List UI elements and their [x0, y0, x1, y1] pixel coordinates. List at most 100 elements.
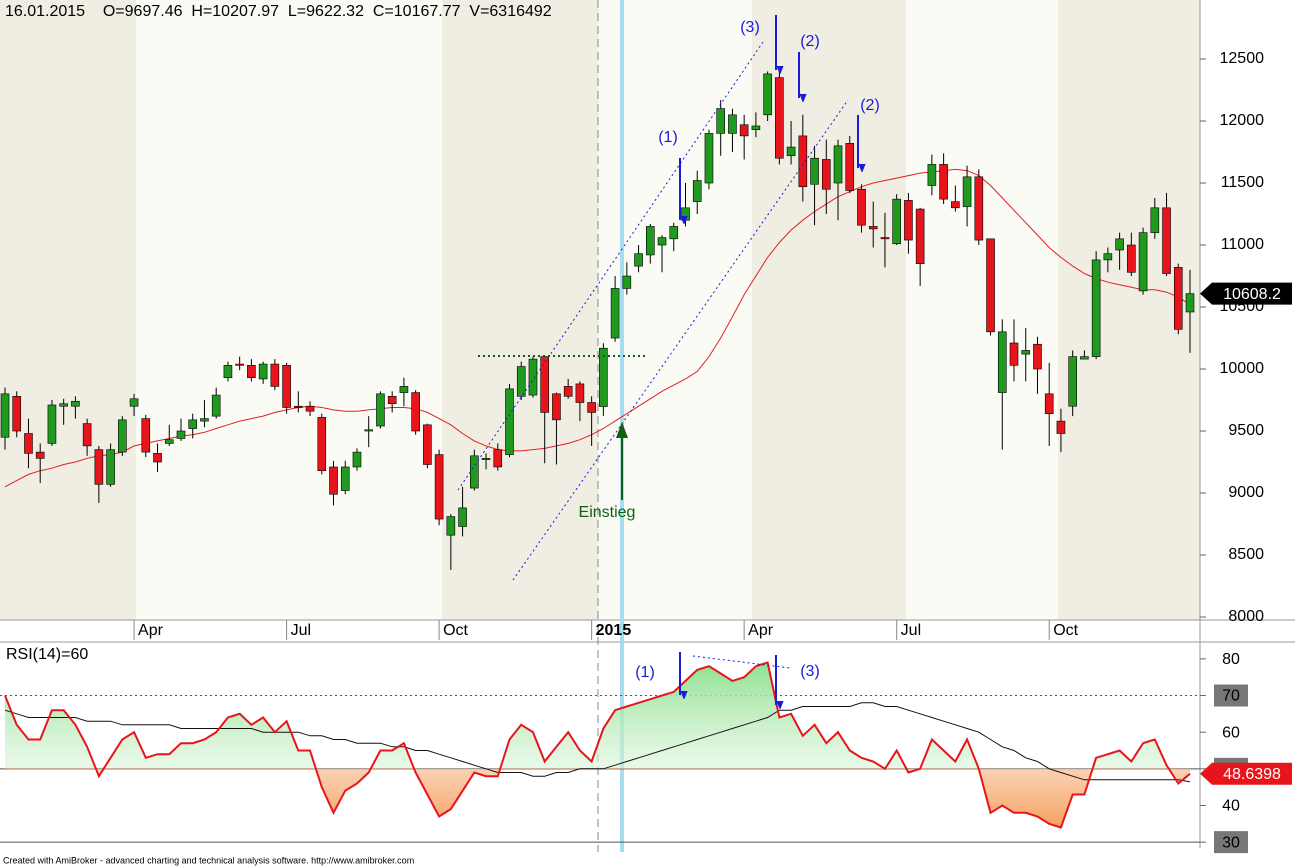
candle-body	[282, 365, 291, 408]
candle-body	[247, 365, 256, 379]
candle-body	[552, 393, 561, 421]
candle-body	[141, 418, 151, 453]
candle-body	[986, 238, 995, 333]
rsi-title: RSI(14)=60	[6, 646, 88, 663]
last-value-label: 10608.2	[1223, 286, 1281, 303]
candle-body	[880, 237, 890, 240]
candle-body	[458, 507, 467, 527]
candle-body	[563, 386, 573, 397]
candle-body	[505, 388, 514, 455]
candle-body	[587, 402, 596, 413]
candle-body	[1080, 356, 1089, 360]
candle-body	[833, 145, 843, 184]
candle-body	[974, 176, 984, 241]
moving-average	[4, 168, 1191, 488]
x-tick-label: 2015	[596, 622, 632, 639]
candle-body	[305, 405, 315, 412]
band	[0, 0, 136, 620]
y-tick-label: 60	[1222, 724, 1240, 741]
candle-body	[164, 439, 174, 444]
candle-body	[1068, 356, 1077, 407]
divergence-line	[692, 655, 791, 669]
candle-body	[1173, 267, 1183, 330]
annotation: (3)	[800, 663, 820, 680]
x-tick-label: Jul	[291, 622, 311, 639]
x-tick-label: Apr	[138, 622, 164, 639]
candle-body	[1162, 207, 1171, 274]
footer: Created with AmiBroker - advanced charti…	[3, 855, 414, 865]
y-tick-label: 10000	[1220, 360, 1265, 377]
price-layer: 8000850090009500100001050011000115001200…	[0, 50, 1292, 854]
x-tick-label: Oct	[1053, 622, 1078, 639]
annotation: Einstieg	[579, 504, 636, 521]
candle-body	[645, 226, 655, 256]
y-tick-label: 12500	[1220, 50, 1265, 67]
candle-body	[704, 133, 714, 184]
candle-body	[845, 143, 855, 191]
candle-body	[493, 449, 503, 468]
entry-arrow-head	[616, 422, 628, 438]
candle-body	[634, 253, 643, 267]
rsi-signal-line	[4, 702, 1191, 783]
candle-body	[317, 417, 327, 472]
band	[442, 0, 598, 620]
candle-body	[1056, 420, 1066, 434]
rsi-line	[4, 661, 1191, 829]
last-value-label: 48.6398	[1223, 766, 1281, 783]
candle-body	[575, 383, 585, 403]
candle-body	[657, 237, 667, 246]
annotation: (1)	[658, 129, 678, 146]
candle-body	[211, 394, 221, 417]
annotation: (2)	[860, 97, 880, 114]
candle-body	[739, 124, 749, 137]
y-tick-label: 11500	[1221, 174, 1264, 191]
candle-body	[12, 396, 22, 432]
y-tick-box	[1214, 684, 1248, 707]
candle-body	[786, 146, 796, 157]
candle-body	[340, 466, 350, 491]
y-tick-label: 80	[1222, 651, 1240, 668]
candle-body	[1138, 232, 1148, 292]
candle-body	[892, 198, 901, 245]
candle-body	[294, 405, 303, 408]
annotation: (2)	[800, 33, 820, 50]
candle-body	[47, 404, 57, 444]
y-tick-label: 9500	[1228, 422, 1264, 439]
candle-body	[516, 366, 526, 397]
candle-body	[810, 157, 819, 185]
candle-body	[200, 418, 209, 422]
candle-body	[962, 176, 972, 207]
candle-body	[1127, 244, 1136, 273]
candle-body	[94, 449, 104, 485]
candle-body	[0, 393, 10, 438]
candle-body	[434, 454, 444, 520]
candle-body	[423, 424, 432, 465]
x-tick-label: Jul	[901, 622, 921, 639]
candle-body	[223, 365, 233, 379]
candle-body	[188, 419, 198, 429]
candle-body	[71, 400, 80, 407]
candle-body	[821, 159, 831, 190]
candle-body	[59, 403, 68, 407]
candle-body	[24, 433, 33, 454]
candle-body	[681, 207, 690, 221]
x-tick-label: Apr	[748, 622, 774, 639]
candle-body	[997, 331, 1007, 393]
candle-body	[446, 516, 456, 536]
candle-body	[1185, 293, 1195, 313]
y-tick-label: 12000	[1220, 112, 1265, 129]
candle-body	[82, 423, 92, 447]
price-plot-area	[0, 0, 1200, 620]
candle-body	[329, 466, 338, 495]
candle-body	[376, 393, 385, 427]
y-tick-label: 11000	[1221, 236, 1264, 253]
candle-body	[129, 398, 139, 407]
candle-body	[1033, 343, 1042, 370]
candle-body	[927, 164, 937, 186]
candle-body	[1103, 253, 1113, 261]
candle-body	[775, 77, 784, 159]
candle-body	[270, 363, 280, 387]
candle-body	[951, 201, 960, 209]
annotation: (1)	[635, 664, 655, 681]
